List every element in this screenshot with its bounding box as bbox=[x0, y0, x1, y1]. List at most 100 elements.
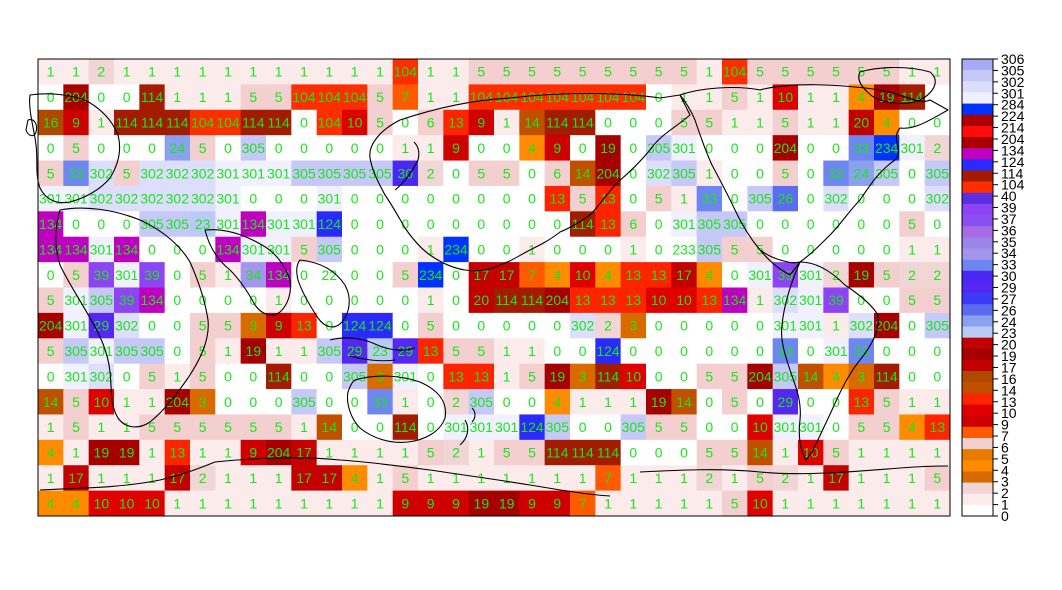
heatmap-cell bbox=[291, 59, 318, 85]
heatmap-cell bbox=[367, 84, 394, 111]
cell-value-label: 114 bbox=[268, 368, 291, 384]
cell-value-label: 0 bbox=[123, 140, 131, 156]
heatmap-cell bbox=[443, 490, 470, 517]
heatmap-cell bbox=[266, 465, 292, 492]
cell-value-label: 1 bbox=[857, 445, 865, 461]
heatmap-cell bbox=[595, 312, 622, 339]
cell-value-label: 0 bbox=[376, 241, 384, 257]
heatmap-cell bbox=[620, 439, 647, 466]
heatmap-cell bbox=[240, 338, 267, 365]
cell-value-label: 2 bbox=[452, 394, 460, 410]
cell-value-label: 301 bbox=[748, 267, 772, 283]
heatmap-cell bbox=[823, 439, 850, 466]
heatmap-cell bbox=[240, 287, 267, 314]
cell-value-label: 0 bbox=[300, 191, 308, 207]
heatmap-cell bbox=[671, 185, 698, 212]
heatmap-cell bbox=[798, 490, 824, 517]
heatmap-cell bbox=[63, 185, 90, 212]
cell-value-label: 5 bbox=[781, 165, 789, 181]
heatmap-cell bbox=[215, 338, 242, 365]
heatmap-cell bbox=[772, 389, 799, 415]
cell-value-label: 13 bbox=[626, 292, 642, 308]
legend-swatch bbox=[962, 415, 993, 428]
heatmap-cell bbox=[63, 439, 90, 466]
heatmap-cell bbox=[570, 338, 596, 365]
cell-value-label: 1 bbox=[731, 114, 739, 130]
heatmap-cell bbox=[696, 211, 723, 238]
cell-value-label: 5 bbox=[47, 343, 55, 359]
cell-value-label: 5 bbox=[807, 64, 815, 80]
cell-value-label: 5 bbox=[705, 445, 713, 461]
cell-value-label: 0 bbox=[123, 89, 131, 105]
cell-value-label: 0 bbox=[629, 165, 637, 181]
cell-value-label: 134 bbox=[140, 292, 164, 308]
cell-value-label: 5 bbox=[199, 368, 207, 384]
cell-value-label: 0 bbox=[553, 318, 561, 334]
cell-value-label: 0 bbox=[427, 191, 435, 207]
cell-value-label: 1 bbox=[807, 470, 815, 486]
legend-swatch bbox=[962, 382, 993, 394]
cell-value-label: 1 bbox=[275, 343, 283, 359]
heatmap-cell bbox=[924, 135, 951, 161]
heatmap-cell bbox=[671, 363, 698, 390]
cell-value-label: 0 bbox=[807, 394, 815, 410]
heatmap-cell bbox=[215, 160, 242, 187]
cell-value-label: 114 bbox=[597, 445, 620, 461]
legend-swatch bbox=[962, 326, 993, 338]
cell-value-label: 33 bbox=[828, 165, 844, 181]
cell-value-label: 10 bbox=[575, 267, 591, 283]
cell-value-label: 33 bbox=[372, 394, 388, 410]
cell-value-label: 0 bbox=[528, 216, 536, 232]
cell-value-label: 5 bbox=[680, 419, 688, 435]
heatmap-cell bbox=[620, 465, 647, 492]
heatmap-cell bbox=[392, 389, 419, 415]
heatmap-cell bbox=[266, 135, 292, 161]
cell-value-label: 0 bbox=[883, 191, 891, 207]
heatmap-cell bbox=[924, 109, 951, 136]
cell-value-label: 14 bbox=[676, 394, 692, 410]
heatmap-cell bbox=[215, 414, 242, 441]
cell-value-label: 1 bbox=[883, 495, 891, 511]
heatmap-cell bbox=[418, 236, 444, 263]
cell-value-label: 4 bbox=[553, 394, 561, 410]
heatmap-cell bbox=[342, 211, 368, 238]
legend-tick-label: 17 bbox=[1001, 359, 1017, 375]
cell-value-label: 1 bbox=[249, 470, 257, 486]
heatmap-cell bbox=[671, 389, 698, 415]
heatmap-cell bbox=[595, 262, 622, 288]
heatmap-cell bbox=[620, 59, 647, 85]
cell-value-label: 5 bbox=[781, 64, 789, 80]
heatmap-cell bbox=[392, 262, 419, 288]
cell-value-label: 305 bbox=[318, 165, 342, 181]
heatmap-cell bbox=[240, 185, 267, 212]
heatmap-cell bbox=[646, 109, 672, 136]
cell-value-label: 26 bbox=[778, 191, 794, 207]
cell-value-label: 29 bbox=[778, 394, 794, 410]
cell-value-label: 204 bbox=[774, 140, 798, 156]
heatmap-cell bbox=[696, 185, 723, 212]
legend-swatch bbox=[962, 281, 993, 294]
heatmap-cell bbox=[646, 389, 672, 415]
heatmap-cell bbox=[924, 490, 951, 517]
heatmap-cell bbox=[291, 84, 318, 111]
heatmap-cell bbox=[848, 490, 875, 517]
cell-value-label: 0 bbox=[275, 394, 283, 410]
cell-value-label: 305 bbox=[343, 368, 367, 384]
legend-tick-label: 20 bbox=[1001, 337, 1017, 353]
cell-value-label: 301 bbox=[216, 165, 240, 181]
heatmap-cell bbox=[316, 490, 343, 517]
heatmap-cell bbox=[924, 338, 951, 365]
heatmap-cell bbox=[722, 160, 748, 187]
heatmap-cell bbox=[899, 262, 926, 288]
cell-value-label: 0 bbox=[224, 292, 232, 308]
cell-value-label: 0 bbox=[807, 140, 815, 156]
cell-value-label: 4 bbox=[47, 445, 55, 461]
heatmap-cell bbox=[823, 109, 850, 136]
legend-swatch bbox=[962, 371, 993, 383]
cell-value-label: 0 bbox=[427, 394, 435, 410]
heatmap-cell bbox=[620, 287, 647, 314]
cell-value-label: 1 bbox=[123, 64, 131, 80]
cell-value-label: 302 bbox=[191, 165, 215, 181]
heatmap-cell bbox=[342, 490, 368, 517]
cell-value-label: 0 bbox=[173, 318, 181, 334]
